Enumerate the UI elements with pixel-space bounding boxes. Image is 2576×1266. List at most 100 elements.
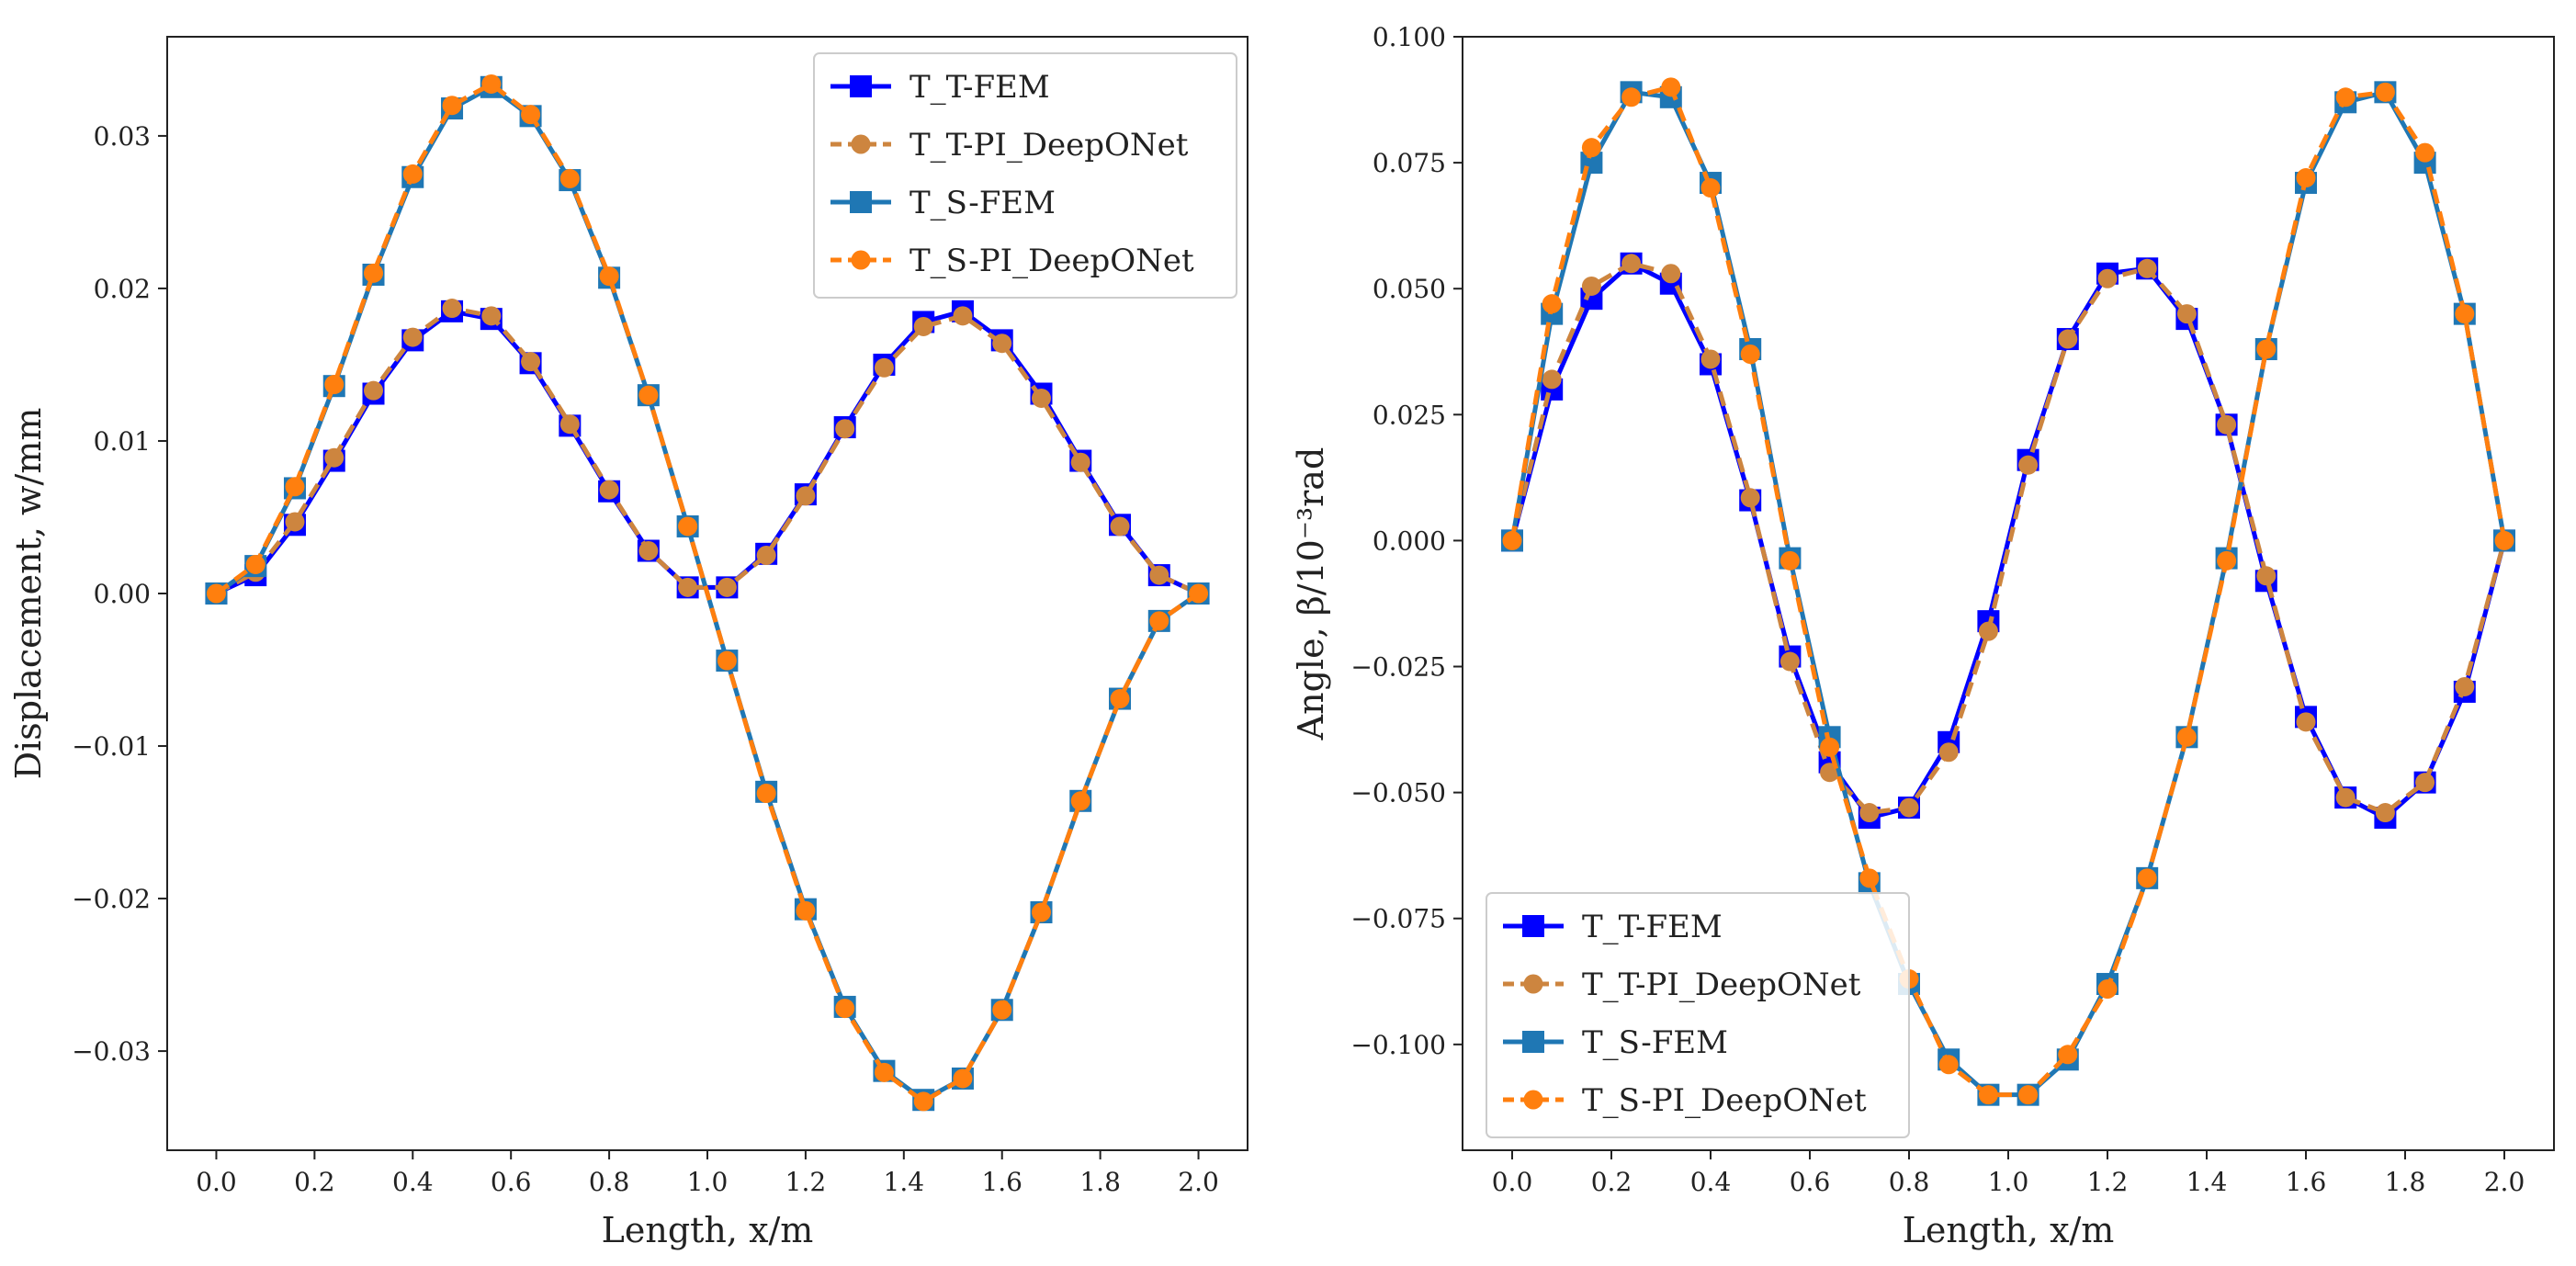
data-point [717, 577, 737, 597]
data-point [2296, 712, 2316, 732]
x-tick-label: 1.4 [2186, 1167, 2228, 1197]
data-point [992, 333, 1012, 354]
y-tick-label: 0.050 [1373, 274, 1446, 304]
data-point [559, 168, 580, 188]
x-tick-label: 1.8 [2385, 1167, 2426, 1197]
x-tick-label: 0.6 [1790, 1167, 1831, 1197]
data-point [1621, 254, 1642, 274]
data-point [1621, 87, 1642, 107]
data-point [2494, 530, 2514, 550]
y-axis-label: Displacement, w/mm [8, 408, 49, 780]
data-point [2018, 455, 2039, 475]
x-tick-label: 1.0 [687, 1167, 729, 1197]
data-point [2137, 258, 2157, 278]
data-point [521, 105, 541, 125]
x-tick-label: 1.8 [1079, 1167, 1121, 1197]
data-point [678, 577, 698, 597]
data-point [285, 477, 305, 497]
data-point [2018, 1085, 2039, 1105]
legend-entry: T_S-PI_DeepONet [1582, 1082, 1867, 1119]
data-point [1978, 621, 1998, 641]
data-point [2176, 727, 2197, 747]
data-point [599, 266, 619, 287]
y-tick-label: −0.075 [1350, 904, 1446, 934]
data-point [285, 512, 305, 532]
x-tick-label: 1.6 [981, 1167, 1022, 1197]
x-tick-label: 0.0 [1492, 1167, 1533, 1197]
x-tick-label: 0.2 [1591, 1167, 1633, 1197]
legend-entry: T_T-FEM [910, 69, 1050, 106]
data-point [2097, 268, 2118, 288]
y-tick-label: −0.025 [1350, 652, 1446, 683]
data-point [1820, 737, 1840, 757]
legend-entry: T_T-FEM [1582, 909, 1723, 945]
data-point [2375, 82, 2395, 102]
data-point [796, 486, 816, 506]
data-point [913, 1091, 933, 1112]
data-point [364, 380, 384, 401]
data-point [1859, 803, 1880, 823]
series-line [214, 81, 1200, 1104]
data-point [756, 783, 776, 803]
data-point [245, 554, 266, 574]
data-point [717, 650, 737, 671]
legend-entry: T_T-PI_DeepONet [910, 127, 1189, 164]
x-tick-label: 0.8 [1889, 1167, 1930, 1197]
y-tick-label: 0.03 [94, 121, 151, 152]
data-point [1031, 388, 1051, 408]
data-point [2256, 566, 2277, 586]
y-tick-label: −0.03 [72, 1036, 151, 1067]
data-point [2335, 787, 2356, 808]
x-tick-label: 2.0 [2484, 1167, 2525, 1197]
x-tick-label: 1.4 [884, 1167, 925, 1197]
data-point [874, 357, 894, 378]
y-tick-label: 0.01 [94, 426, 151, 457]
x-axis-label: Length, x/m [602, 1210, 814, 1250]
x-tick-label: 0.4 [1690, 1167, 1732, 1197]
legend-marker [1522, 1031, 1544, 1053]
data-point [1070, 452, 1090, 472]
y-tick-label: −0.01 [72, 731, 151, 762]
data-point [324, 375, 345, 395]
y-tick-label: 0.075 [1373, 148, 1446, 178]
x-tick-label: 0.8 [589, 1167, 630, 1197]
data-point [1661, 264, 1681, 284]
angle-chart: 0.0 0.2 0.4 0.6 0.8 1.0 1.2 1.4 1.6 1.8 2.0 −0.100… [1291, 22, 2555, 1250]
x-tick-label: 1.2 [2087, 1167, 2129, 1197]
data-point [324, 447, 345, 468]
data-point [2176, 304, 2197, 324]
data-point [1779, 550, 1800, 571]
data-point [1502, 530, 1522, 550]
data-point [796, 900, 816, 921]
data-point [402, 327, 423, 347]
x-axis-label: Length, x/m [1903, 1210, 2115, 1250]
data-point [442, 299, 462, 319]
data-point [1661, 77, 1681, 97]
legend-marker [1523, 974, 1543, 994]
data-point [1779, 651, 1800, 672]
data-point [402, 164, 423, 184]
data-point [1740, 488, 1760, 508]
data-point [1978, 1085, 1998, 1105]
data-point [835, 419, 855, 439]
y-tick-label: 0.02 [94, 274, 151, 304]
data-point [481, 306, 502, 326]
data-point [1938, 742, 1959, 763]
legend-marker [850, 191, 872, 213]
x-tick-label: 1.2 [785, 1167, 827, 1197]
data-point [874, 1062, 894, 1082]
legend-entry: T_S-PI_DeepONet [910, 243, 1194, 279]
data-point [992, 1000, 1012, 1020]
data-point [1110, 516, 1130, 537]
data-point [1149, 611, 1169, 631]
data-point [1149, 565, 1169, 585]
data-point [1542, 294, 1562, 314]
legend-marker [851, 134, 871, 154]
y-tick-label: −0.100 [1350, 1030, 1446, 1060]
x-tick-label: 0.4 [392, 1167, 434, 1197]
legend-marker [850, 75, 872, 97]
legend-marker [1523, 1090, 1543, 1110]
x-tick-label: 0.6 [491, 1167, 532, 1197]
data-point [1542, 369, 1562, 390]
